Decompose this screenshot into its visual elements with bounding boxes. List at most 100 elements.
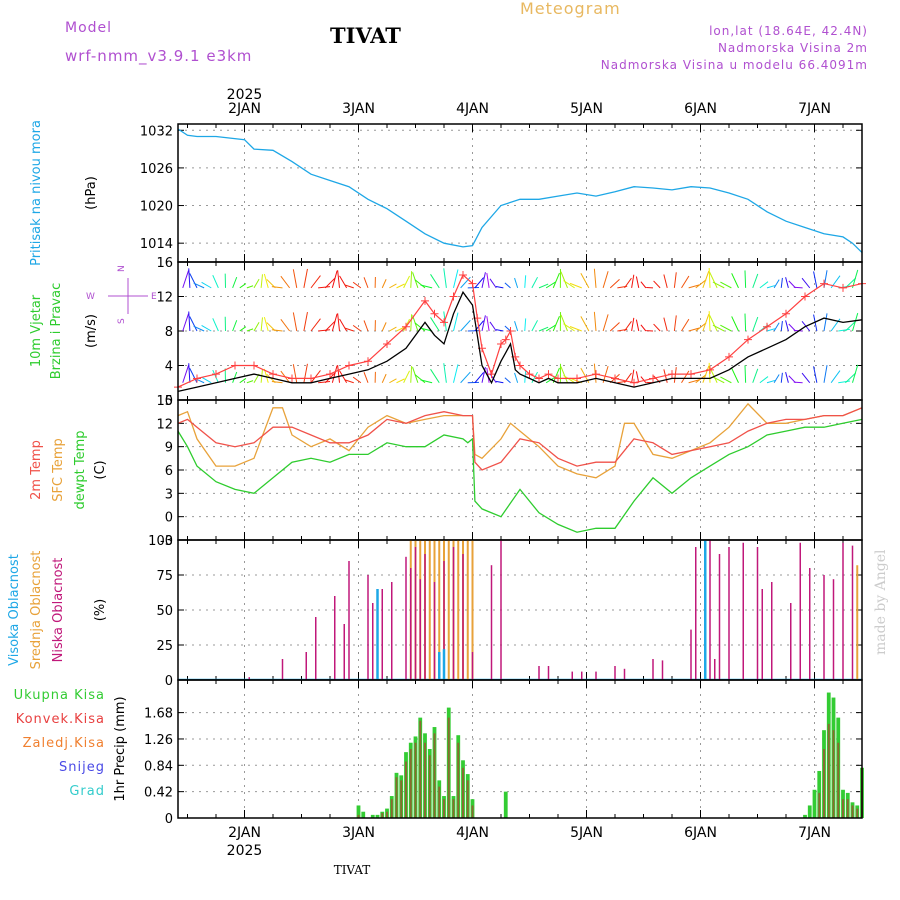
wind-unit: (m/s) <box>84 314 99 348</box>
wind-arrow <box>845 277 857 289</box>
total-precip-bar <box>803 814 807 818</box>
wind-arrow <box>271 286 283 289</box>
date-tick-top: 3JAN <box>342 101 375 117</box>
wind-arrow <box>531 371 538 383</box>
gust-marker <box>497 339 505 348</box>
model-name: wrf-nmm_v3.9.1 e3km <box>65 47 253 65</box>
gust-marker <box>402 322 410 331</box>
wind-arrow <box>246 285 254 289</box>
altitude: Nadmorska Visina 2m <box>717 41 868 55</box>
wind-arrow <box>712 281 725 289</box>
wind-arrow <box>318 381 331 384</box>
conv-precip-bar <box>447 717 450 818</box>
conv-precip-bar <box>837 742 840 818</box>
wind-arrow <box>545 281 556 289</box>
wind-arrow <box>752 273 759 289</box>
wind-arrow <box>663 274 668 288</box>
wind-arrow <box>453 364 459 383</box>
wind-arrow <box>560 366 568 383</box>
wind-arrow <box>318 286 331 289</box>
wind-arrow <box>303 363 308 383</box>
wind-arrow <box>773 374 780 384</box>
wind-arrow <box>560 314 568 332</box>
wind-arrow <box>495 329 504 332</box>
wind-arrow <box>212 318 219 332</box>
wind-arrow <box>182 365 190 383</box>
date-tick-top: 7JAN <box>798 101 831 117</box>
y-tick-label: 0 <box>165 511 173 526</box>
wind-arrow <box>182 313 190 332</box>
wind-arrow <box>396 326 405 332</box>
wind-arrow <box>403 370 410 383</box>
wind-arrow <box>189 273 198 289</box>
wind-arrow <box>324 277 336 289</box>
conv-precip-bar <box>433 733 436 818</box>
wind-arrow <box>552 272 560 289</box>
y-tick-label: 6 <box>165 464 173 479</box>
gust-marker <box>383 339 391 348</box>
wind-arrow <box>189 367 198 383</box>
conv-precip-bar <box>419 720 422 818</box>
y-tick-label: 1032 <box>140 124 173 139</box>
wind-arrow <box>363 277 369 289</box>
gust-marker <box>611 374 619 383</box>
gust-marker <box>801 292 809 301</box>
wind-arrow <box>381 373 387 383</box>
y-tick-label: 1.26 <box>144 733 173 748</box>
gust-marker <box>668 370 676 379</box>
wind-arrow <box>681 370 690 384</box>
wind-arrow <box>474 277 484 289</box>
total-precip-bar <box>370 814 375 818</box>
wind-arrow <box>430 274 440 289</box>
date-tick-bottom: 7JAN <box>798 825 831 841</box>
wind-arrow <box>624 277 632 289</box>
gust-marker <box>820 279 828 288</box>
wind-arrow <box>766 379 776 384</box>
wind-arrow <box>339 275 348 289</box>
wind-arrow <box>443 268 447 288</box>
date-tick-top: 6JAN <box>684 101 717 117</box>
date-tick-bottom: 4JAN <box>456 825 489 841</box>
wind-arrow <box>744 270 747 288</box>
top-date-axis: 20252JAN2JAN3JAN3JAN4JAN4JAN5JAN5JAN6JAN… <box>227 87 889 877</box>
wind-arrow <box>310 370 321 384</box>
wind-arrow <box>389 283 397 289</box>
wind-arrow <box>474 372 484 384</box>
compass-e: E <box>151 292 157 302</box>
gust-marker <box>544 370 553 379</box>
wind-arrow <box>410 271 413 288</box>
y-tick-label: 4 <box>165 360 173 375</box>
gust-marker <box>554 374 562 383</box>
panel-pressure: 1014 1020 1026 1032 Pritisak na nivou mora (h… <box>29 120 863 266</box>
wind-arrow <box>695 322 707 332</box>
gust-marker <box>421 296 429 305</box>
gust-marker <box>212 370 220 379</box>
wind-arrow <box>538 283 549 289</box>
conv-precip-bar <box>462 767 464 818</box>
model-label: Model <box>65 20 113 36</box>
wind-arrow <box>271 329 283 332</box>
wind-arrow <box>253 278 260 289</box>
dewpoint-line <box>177 418 863 533</box>
compass-n: N <box>117 265 127 272</box>
wind-arrow <box>552 316 560 332</box>
date-tick-top: 4JAN <box>456 101 489 117</box>
wind-arrow <box>593 311 597 332</box>
wind-arrow <box>640 281 647 289</box>
wind-arrow <box>344 284 354 289</box>
wind-arrow <box>702 365 710 383</box>
conv-precip-bar <box>390 799 393 818</box>
wind-arrow <box>688 327 700 332</box>
conv-precip-bar <box>471 805 474 818</box>
gust-marker <box>501 335 510 344</box>
wind-speed-line <box>177 290 863 393</box>
temp-label: 2m Temp <box>29 440 44 500</box>
coordinates: lon,lat (18.64E, 42.4N) <box>709 24 868 38</box>
wind-arrow <box>852 269 859 289</box>
wind-arrow <box>504 377 511 384</box>
wind-arrow <box>396 283 405 289</box>
wind-arrow <box>593 363 597 383</box>
wind-arrow <box>514 277 519 289</box>
y-tick-label: 1.68 <box>144 707 173 722</box>
wind-arrow <box>310 318 321 332</box>
